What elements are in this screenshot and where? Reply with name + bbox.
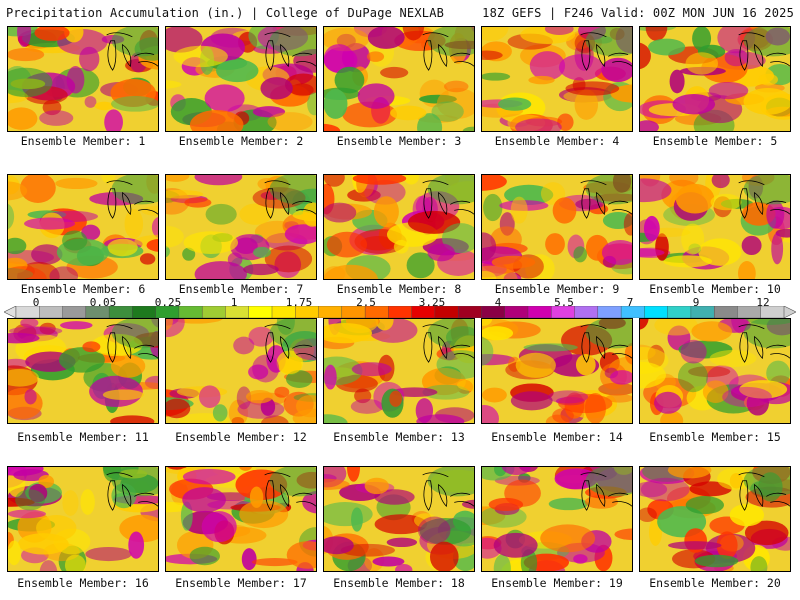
- colorbar-swatch: [574, 306, 599, 318]
- ensemble-member-map: [7, 174, 159, 280]
- colorbar-tick-label: 12: [756, 296, 770, 309]
- colorbar-swatch: [713, 306, 738, 318]
- ensemble-member-map: [481, 318, 633, 424]
- member-label: Ensemble Member: 11: [17, 430, 149, 444]
- precip-colorbar: [4, 306, 796, 318]
- colorbar-swatch: [62, 306, 87, 318]
- member-label: Ensemble Member: 6: [20, 282, 146, 296]
- colorbar-tick-label: 2.5: [356, 296, 376, 309]
- ensemble-member-map: [481, 174, 633, 280]
- ensemble-member-map: [481, 466, 633, 572]
- member-label: Ensemble Member: 7: [178, 282, 304, 296]
- ensemble-member-map: [639, 174, 791, 280]
- ensemble-member-map: [165, 174, 317, 280]
- member-label: Ensemble Member: 4: [494, 134, 620, 148]
- colorbar-min-arrow: [4, 306, 17, 318]
- ensemble-member-map: [165, 466, 317, 572]
- ensemble-member-map: [323, 174, 475, 280]
- member-label: Ensemble Member: 5: [652, 134, 778, 148]
- colorbar-swatch: [178, 306, 203, 318]
- colorbar-swatch: [132, 306, 157, 318]
- colorbar-swatch: [457, 306, 482, 318]
- ensemble-member-map: [639, 466, 791, 572]
- colorbar-tick-label: 5.5: [554, 296, 574, 309]
- colorbar-tick-label: 9: [692, 296, 700, 309]
- member-label: Ensemble Member: 16: [17, 576, 149, 590]
- member-label: Ensemble Member: 10: [649, 282, 781, 296]
- member-label: Ensemble Member: 12: [175, 430, 307, 444]
- colorbar-tick-label: 0: [32, 296, 40, 309]
- colorbar-tick-label: 0.05: [89, 296, 117, 309]
- colorbar-swatch: [39, 306, 64, 318]
- ensemble-member-map: [323, 318, 475, 424]
- member-label: Ensemble Member: 9: [494, 282, 620, 296]
- ensemble-member-map: [639, 26, 791, 132]
- colorbar-swatch: [248, 306, 273, 318]
- colorbar-tick-label: 1: [230, 296, 238, 309]
- member-label: Ensemble Member: 3: [336, 134, 462, 148]
- member-label: Ensemble Member: 13: [333, 430, 465, 444]
- member-label: Ensemble Member: 18: [333, 576, 465, 590]
- member-label: Ensemble Member: 8: [336, 282, 462, 296]
- member-label: Ensemble Member: 19: [491, 576, 623, 590]
- ensemble-member-map: [7, 318, 159, 424]
- member-label: Ensemble Member: 2: [178, 134, 304, 148]
- colorbar-swatch: [527, 306, 552, 318]
- ensemble-member-map: [7, 26, 159, 132]
- colorbar-swatch: [504, 306, 529, 318]
- colorbar-swatch: [667, 306, 692, 318]
- colorbar-swatch: [201, 306, 226, 318]
- member-label: Ensemble Member: 1: [20, 134, 146, 148]
- ensemble-member-map: [323, 26, 475, 132]
- ensemble-member-map: [165, 318, 317, 424]
- colorbar-swatch: [597, 306, 622, 318]
- colorbar-tick-label: 3.25: [418, 296, 446, 309]
- ensemble-member-map: [165, 26, 317, 132]
- colorbar-swatch: [644, 306, 669, 318]
- member-label: Ensemble Member: 20: [649, 576, 781, 590]
- colorbar-swatch: [318, 306, 343, 318]
- colorbar-swatch: [388, 306, 413, 318]
- member-label: Ensemble Member: 14: [491, 430, 623, 444]
- member-label: Ensemble Member: 17: [175, 576, 307, 590]
- ensemble-member-map: [7, 466, 159, 572]
- colorbar-tick-label: 7: [626, 296, 634, 309]
- colorbar-tick-label: 1.75: [285, 296, 313, 309]
- colorbar-max-arrow: [783, 306, 796, 318]
- map-title: Precipitation Accumulation (in.) | Colle…: [6, 6, 445, 20]
- ensemble-member-map: [481, 26, 633, 132]
- ensemble-member-map: [639, 318, 791, 424]
- colorbar-tick-label: 4: [494, 296, 502, 309]
- colorbar-tick-label: 0.25: [154, 296, 182, 309]
- ensemble-member-map: [323, 466, 475, 572]
- model-run-info: 18Z GEFS | F246 Valid: 00Z MON JUN 16 20…: [482, 6, 794, 20]
- member-label: Ensemble Member: 15: [649, 430, 781, 444]
